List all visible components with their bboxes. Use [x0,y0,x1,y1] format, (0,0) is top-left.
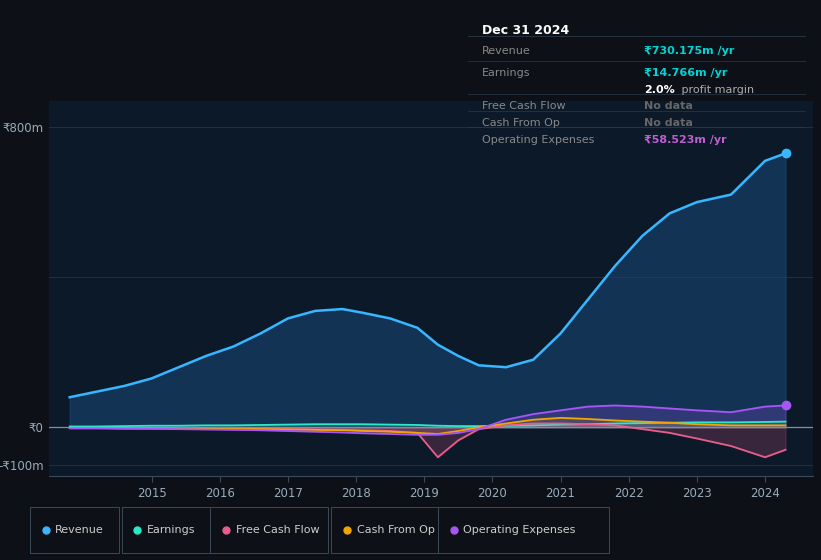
FancyBboxPatch shape [332,507,438,553]
Text: Cash From Op: Cash From Op [482,118,559,128]
Text: ₹58.523m /yr: ₹58.523m /yr [644,134,727,144]
Text: Cash From Op: Cash From Op [357,525,434,535]
Text: profit margin: profit margin [677,85,754,95]
Text: Earnings: Earnings [482,68,530,78]
FancyBboxPatch shape [30,507,118,553]
Text: Operating Expenses: Operating Expenses [463,525,576,535]
Text: No data: No data [644,101,693,111]
FancyBboxPatch shape [438,507,609,553]
Text: 2.0%: 2.0% [644,85,675,95]
Text: Dec 31 2024: Dec 31 2024 [482,24,569,36]
Text: Operating Expenses: Operating Expenses [482,134,594,144]
Text: ₹730.175m /yr: ₹730.175m /yr [644,46,734,56]
Text: Earnings: Earnings [147,525,195,535]
Text: ₹14.766m /yr: ₹14.766m /yr [644,68,727,78]
Text: No data: No data [644,118,693,128]
Text: Revenue: Revenue [55,525,104,535]
FancyBboxPatch shape [210,507,328,553]
FancyBboxPatch shape [122,507,210,553]
Text: Free Cash Flow: Free Cash Flow [236,525,319,535]
Text: Revenue: Revenue [482,46,530,56]
Text: Free Cash Flow: Free Cash Flow [482,101,565,111]
